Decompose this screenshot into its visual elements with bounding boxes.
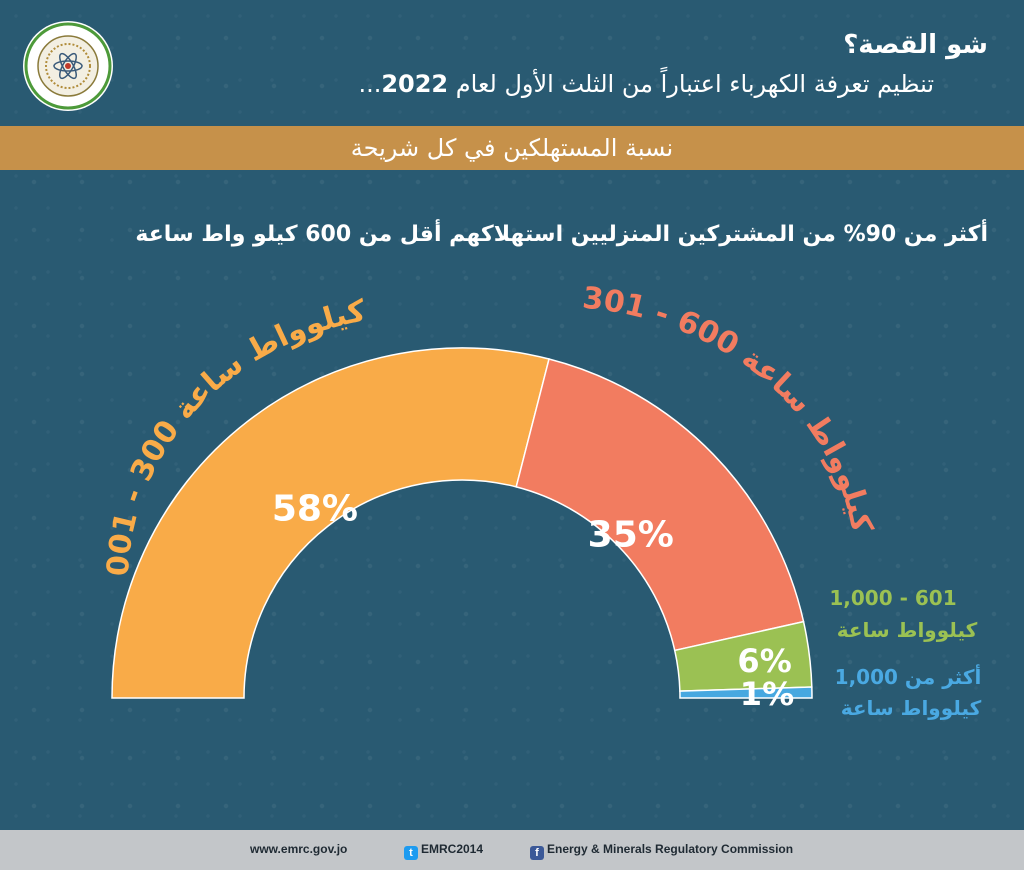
consumption-semi-donut-chart: 58%35%6%1% 001 - 300 كيلوواط ساعة 301 - … [101,281,982,720]
slice-601-1000-percent: 6% [737,642,791,680]
section-band [0,126,1024,170]
slice-301-600-percent: 35% [588,514,674,555]
emrc-logo [23,21,113,111]
slice-label-over-1000-line1: أكثر من 1,000 [835,663,982,689]
slice-1-300-percent: 58% [272,488,358,529]
footer-facebook-text: Energy & Minerals Regulatory Commission [547,842,794,856]
slice-1-300 [111,347,550,699]
slice-label-over-1000-line2: كيلوواط ساعة [841,696,982,720]
section-heading: نسبة المستهلكين في كل شريحة [350,134,674,162]
subtitle-text: تنظيم تعرفة الكهرباء اعتباراً من الثلث ا… [455,70,934,98]
footer-website[interactable]: www.emrc.gov.jo [250,842,347,856]
page-title: شو القصة؟ [843,30,988,60]
slice-label-over-1000: أكثر من 1,000 كيلوواط ساعة [835,663,982,720]
key-statement: أكثر من 90% من المشتركين المنزليين استهل… [135,222,988,247]
twitter-icon: t [404,846,418,860]
facebook-icon: f [530,846,544,860]
footer-bar [0,830,1024,870]
footer-website-text: www.emrc.gov.jo [250,842,348,856]
slice-label-601-1000-line1: 1,000 - 601 [829,586,956,610]
slice-label-601-1000-line2: كيلوواط ساعة [837,618,978,642]
slice-over-1000-percent: 1% [740,675,794,713]
slice-label-601-1000: 1,000 - 601 كيلوواط ساعة [829,586,977,642]
page-subtitle: تنظيم تعرفة الكهرباء اعتباراً من الثلث ا… [358,70,934,98]
subtitle-year: 2022 [381,70,449,98]
footer-twitter[interactable]: t EMRC2014 [404,842,483,860]
footer-facebook[interactable]: f Energy & Minerals Regulatory Commission [530,842,793,860]
slice-301-600 [515,358,805,652]
subtitle-suffix: ... [358,70,382,98]
slice-over-1000 [679,686,813,699]
footer-twitter-text: EMRC2014 [421,842,484,856]
